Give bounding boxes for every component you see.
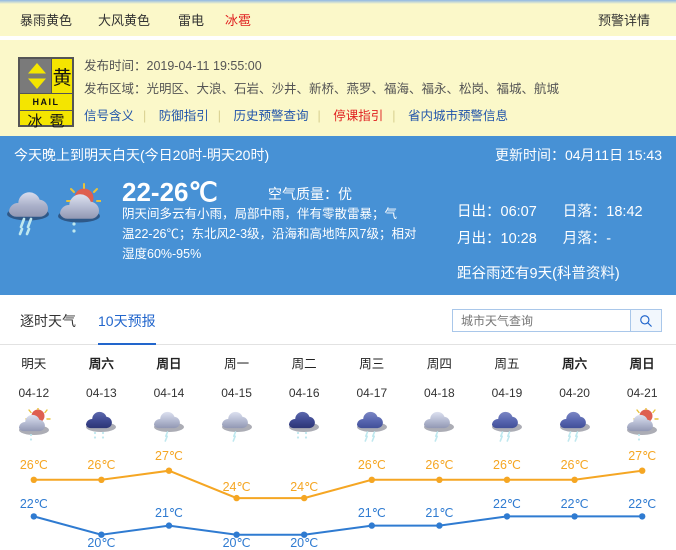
svg-text:21℃: 21℃: [155, 506, 183, 520]
svg-text:20℃: 20℃: [223, 536, 251, 550]
svg-text:26℃: 26℃: [493, 458, 521, 472]
svg-text:26℃: 26℃: [358, 458, 386, 472]
svg-text:26℃: 26℃: [561, 458, 589, 472]
svg-text:24℃: 24℃: [290, 480, 318, 494]
svg-text:27℃: 27℃: [155, 449, 183, 463]
svg-text:20℃: 20℃: [87, 536, 115, 550]
svg-text:24℃: 24℃: [223, 480, 251, 494]
svg-text:22℃: 22℃: [561, 497, 589, 511]
svg-text:26℃: 26℃: [87, 458, 115, 472]
svg-text:22℃: 22℃: [20, 497, 48, 511]
svg-text:27℃: 27℃: [628, 449, 656, 463]
svg-text:26℃: 26℃: [20, 458, 48, 472]
svg-text:26℃: 26℃: [425, 458, 453, 472]
svg-text:20℃: 20℃: [290, 536, 318, 550]
svg-text:22℃: 22℃: [493, 497, 521, 511]
svg-text:21℃: 21℃: [358, 506, 386, 520]
svg-text:21℃: 21℃: [425, 506, 453, 520]
svg-text:22℃: 22℃: [628, 497, 656, 511]
